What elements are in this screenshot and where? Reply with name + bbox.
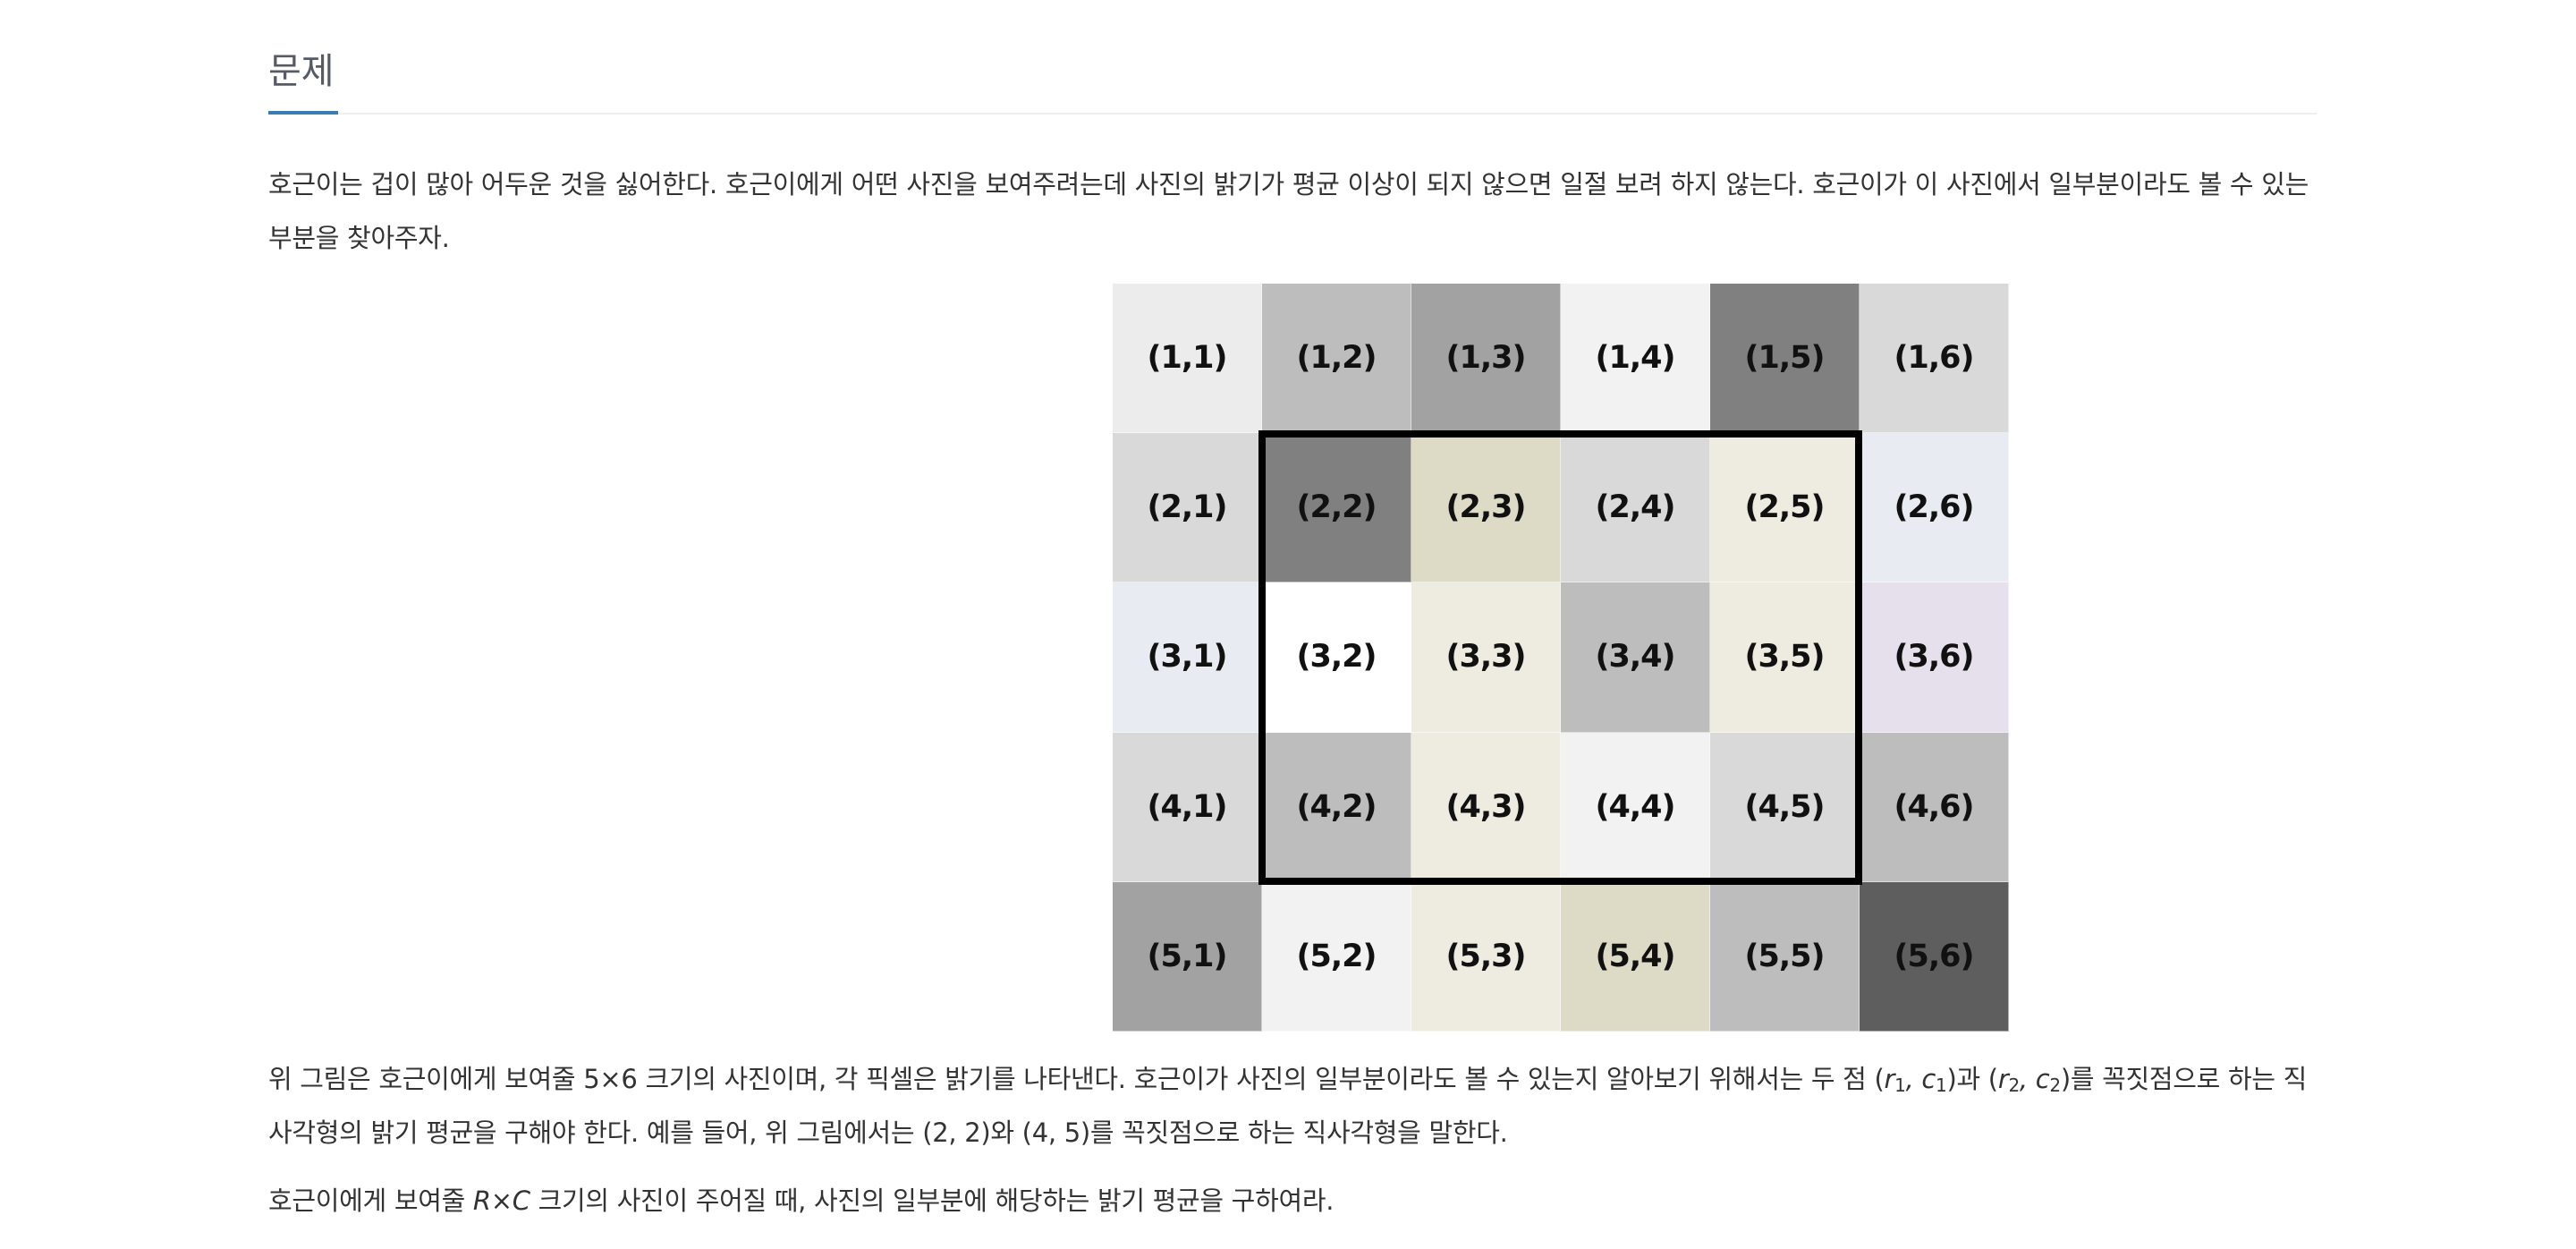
paragraph-3-text-a: 호근이에게 보여줄: [268, 1185, 473, 1216]
comma: ,: [2019, 1064, 2036, 1094]
pixel-grid-figure: (1,1) (1,2) (1,3) (1,4) (1,5) (1,6) (2,1) (2,2)…: [1113, 284, 2009, 1032]
paragraph-3-text-b: 크기의 사진이 주어질 때, 사진의 일부분에 해당하는 밝기 평균을 구하여라…: [530, 1185, 1335, 1216]
grid-cell: (5,3): [1411, 881, 1561, 1032]
grid-cell: (3,1): [1113, 582, 1262, 733]
grid-cell: (4,1): [1113, 732, 1262, 882]
grid-cell: (3,5): [1710, 582, 1860, 733]
var-c2: c: [2035, 1064, 2050, 1094]
grid-cell: (3,4): [1561, 582, 1710, 733]
title-underline: [268, 111, 338, 115]
paragraph-2-text-a: 위 그림은 호근이에게 보여줄 5×6 크기의 사진이며, 각 픽셀은 밝기를 …: [268, 1064, 1885, 1094]
var-rxc: R×C: [472, 1185, 530, 1216]
section-header: 문제: [268, 39, 2317, 115]
var-c1: c: [1921, 1064, 1936, 1094]
grid-cell: (5,5): [1710, 881, 1860, 1032]
var-c2-sub: 2: [2049, 1075, 2061, 1096]
var-r1: r: [1884, 1064, 1895, 1094]
grid-cell: (1,2): [1262, 284, 1411, 434]
section-title: 문제: [268, 51, 335, 92]
grid-cell: (4,3): [1411, 732, 1561, 882]
var-c1-sub: 1: [1936, 1075, 1947, 1096]
paragraph-2-text-c: )를 꼭짓점으로 하는 직사각형의 밝기 평균을 구해야 한다. 예를 들어, …: [268, 1064, 2308, 1148]
grid-cell: (3,3): [1411, 582, 1561, 733]
grid-cell: (4,4): [1561, 732, 1710, 882]
grid-cell: (5,2): [1262, 881, 1411, 1032]
paragraph-2-text-b: )과 (: [1946, 1064, 1998, 1094]
grid-cell: (1,4): [1561, 284, 1710, 434]
grid-cell: (1,1): [1113, 284, 1262, 434]
problem-paragraph-2: 위 그림은 호근이에게 보여줄 5×6 크기의 사진이며, 각 픽셀은 밝기를 …: [268, 1052, 2317, 1160]
problem-paragraph-1: 호근이는 겁이 많아 어두운 것을 싫어한다. 호근이에게 어떤 사진을 보여주…: [268, 169, 2309, 253]
grid-cell: (5,6): [1860, 881, 2009, 1032]
grid-cell: (2,3): [1411, 433, 1561, 583]
grid-cell: (2,6): [1860, 433, 2009, 583]
var-r2: r: [1997, 1064, 2009, 1094]
var-r1-sub: 1: [1894, 1075, 1906, 1096]
grid-cell: (4,5): [1710, 732, 1860, 882]
grid-cell: (2,2): [1262, 433, 1411, 583]
grid-cell: (1,3): [1411, 284, 1561, 434]
problem-paragraph-3: 호근이에게 보여줄 R×C 크기의 사진이 주어질 때, 사진의 일부분에 해당…: [268, 1174, 2317, 1228]
grid-cell: (3,2): [1262, 582, 1411, 733]
grid-cell: (1,6): [1860, 284, 2009, 434]
grid-cell: (2,5): [1710, 433, 1860, 583]
var-r2-sub: 2: [2008, 1075, 2020, 1096]
grid-cell: (2,1): [1113, 433, 1262, 583]
grid-cell: (4,2): [1262, 732, 1411, 882]
grid-cell: (4,6): [1860, 732, 2009, 882]
comma: ,: [1905, 1064, 1922, 1094]
grid-cell: (3,6): [1860, 582, 2009, 733]
grid-cell: (5,4): [1561, 881, 1710, 1032]
grid-cell: (5,1): [1113, 881, 1262, 1032]
grid-cell: (1,5): [1710, 284, 1860, 434]
grid-cell: (2,4): [1561, 433, 1710, 583]
